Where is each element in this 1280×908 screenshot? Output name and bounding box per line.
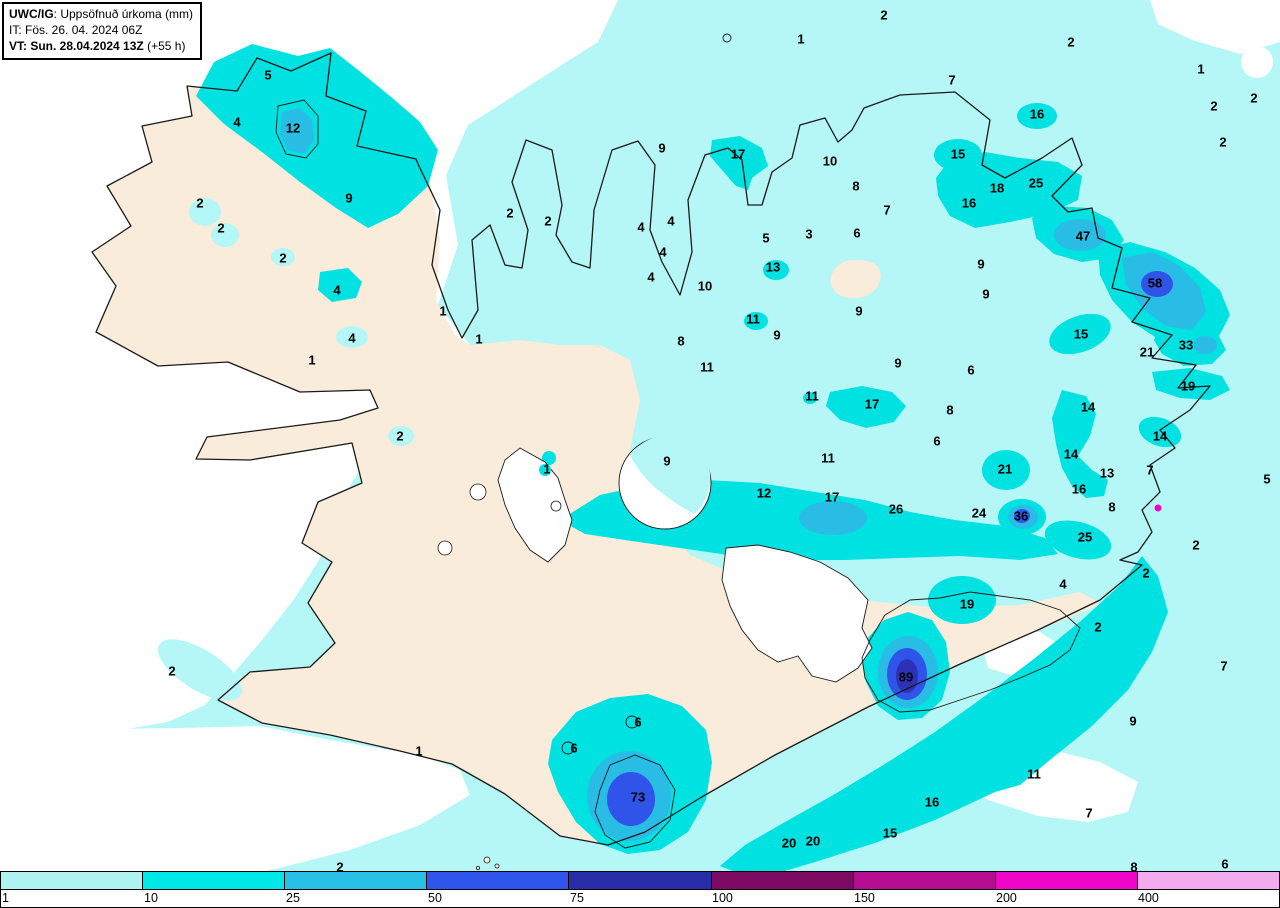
colorbar-segment bbox=[995, 872, 1138, 889]
colorbar-segment bbox=[711, 872, 854, 889]
colorbar-segment bbox=[143, 872, 286, 889]
colorbar-tick-label: 25 bbox=[286, 891, 300, 905]
colorbar-segment bbox=[569, 872, 712, 889]
colorbar-tick-label: 400 bbox=[1138, 891, 1159, 905]
colorbar-segment bbox=[1137, 872, 1279, 889]
legend-box: UWC/IG: Uppsöfnuð úrkoma (mm) IT: Fös. 2… bbox=[2, 2, 203, 61]
precipitation-colorbar: 1 10 25 50 75 100 150 200 400 bbox=[0, 871, 1280, 908]
init-time-line: IT: Fös. 26. 04. 2024 06Z bbox=[9, 22, 143, 37]
coastline bbox=[91, 52, 1211, 846]
colorbar-tick-label: 100 bbox=[712, 891, 733, 905]
colorbar-tick-label: 75 bbox=[570, 891, 584, 905]
iceland-precipitation-map bbox=[0, 0, 1280, 871]
product-id: UWC/IG bbox=[9, 7, 54, 21]
valid-time: VT: Sun. 28.04.2024 13Z bbox=[9, 38, 144, 53]
colorbar-tick-strip bbox=[0, 889, 1280, 908]
lead-time: (+55 h) bbox=[143, 38, 186, 53]
valid-time-line: VT: Sun. 28.04.2024 13Z (+55 h) bbox=[9, 39, 193, 55]
product-title: : Uppsöfnuð úrkoma (mm) bbox=[53, 7, 194, 21]
colorbar-segment bbox=[285, 872, 428, 889]
islands bbox=[475, 856, 500, 871]
extreme-precip-dot bbox=[1154, 504, 1162, 512]
colorbar-segment bbox=[427, 872, 570, 889]
legend-title-line: UWC/IG: Uppsöfnuð úrkoma (mm) bbox=[9, 7, 193, 23]
colorbar-segment bbox=[853, 872, 996, 889]
colorbar-tick-label: 150 bbox=[854, 891, 875, 905]
colorbar-tick-label: 10 bbox=[144, 891, 158, 905]
colorbar-tick-label: 200 bbox=[996, 891, 1017, 905]
colorbar-tick-label: 50 bbox=[428, 891, 442, 905]
glacier-layer bbox=[275, 33, 1081, 849]
colorbar-tick-label: 1 bbox=[2, 891, 9, 905]
colorbar-segment bbox=[1, 872, 144, 889]
colorbar-band bbox=[0, 871, 1280, 890]
